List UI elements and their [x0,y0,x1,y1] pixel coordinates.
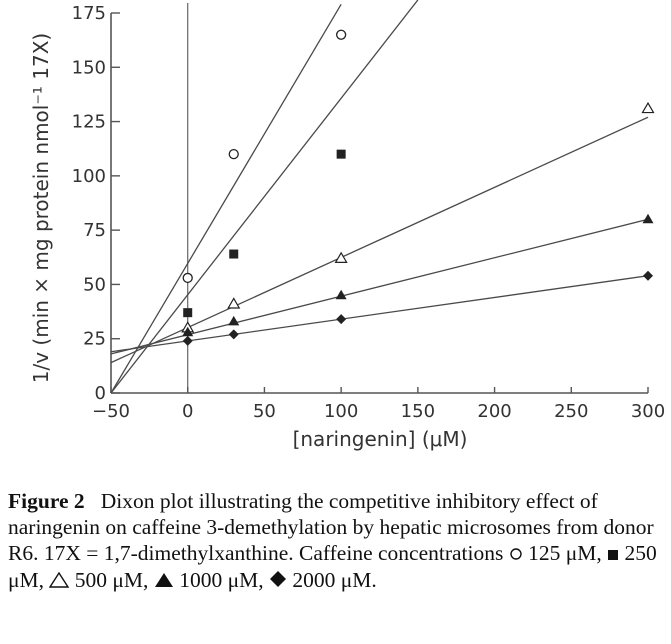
x-tick-label: 0 [182,401,193,422]
open-circle-icon [509,541,523,567]
data-markers [181,29,655,346]
y-tick-label: 0 [95,383,106,404]
fit-line-filled-square [110,0,419,394]
fit-line-filled-triangle [110,218,649,355]
legend-item-1000: 1000 μM, [179,568,264,592]
x-tick-label: −50 [92,401,130,422]
data-point-filled-diamond [336,314,347,325]
y-tick-label: 175 [72,3,106,24]
fit-line-filled-diamond [110,275,649,353]
data-point-open-triangle [227,297,241,309]
x-axis-title: [naringenin] (μM) [293,427,468,451]
x-tick-label: 150 [401,401,435,422]
data-point-open-triangle [641,101,655,114]
y-axis-title: 1/v (min × mg protein nmol⁻¹ 17X) [29,33,53,383]
y-tick-label: 125 [72,112,106,133]
y-tick-label: 100 [72,166,106,187]
fit-line-open-triangle [110,116,649,364]
y-tick-label: 150 [72,57,106,78]
open-triangle-icon [49,568,70,594]
x-tick-label: 250 [554,401,588,422]
data-point-open-triangle [334,251,348,263]
data-point-filled-triangle [228,315,240,326]
y-tick-label: 50 [83,274,106,295]
x-tick-label: 100 [324,401,358,422]
data-point-filled-diamond [228,329,239,340]
data-point-filled-triangle [182,326,194,337]
legend-item-500: 500 μM, [74,568,149,592]
legend-item-250: 250 μM, [8,541,657,592]
filled-diamond-icon [269,568,287,594]
fit-line-open-circle [110,3,342,394]
data-point-filled-diamond [643,270,653,281]
data-point-open-circle [228,148,239,160]
y-tick-label: 75 [83,220,106,241]
data-point-open-circle [182,272,193,284]
data-point-filled-square [229,249,239,259]
data-point-filled-triangle [642,213,654,224]
filled-triangle-icon [154,568,174,594]
y-tick-label: 25 [83,329,106,350]
regression-lines [110,0,649,394]
data-point-open-circle [335,29,347,40]
data-point-filled-square [336,149,346,159]
figure-label: Figure 2 [8,489,85,513]
legend-item-2000: 2000 μM. [292,568,377,592]
filled-square-icon [607,541,619,567]
data-point-filled-triangle [335,289,347,300]
legend-item-125: 125 μM, [528,541,602,565]
x-tick-label: 300 [631,401,665,422]
data-point-filled-diamond [182,335,193,346]
caption-text: Dixon plot illustrating the competitive … [8,489,654,565]
x-tick-label: 50 [253,401,276,422]
figure-caption: Figure 2 Dixon plot illustrating the com… [8,488,668,594]
data-point-filled-square [183,308,193,318]
dixon-plot: −50 0 50 100 150 200 250 3000255075100125150175… [29,0,665,451]
x-tick-label: 200 [477,401,511,422]
